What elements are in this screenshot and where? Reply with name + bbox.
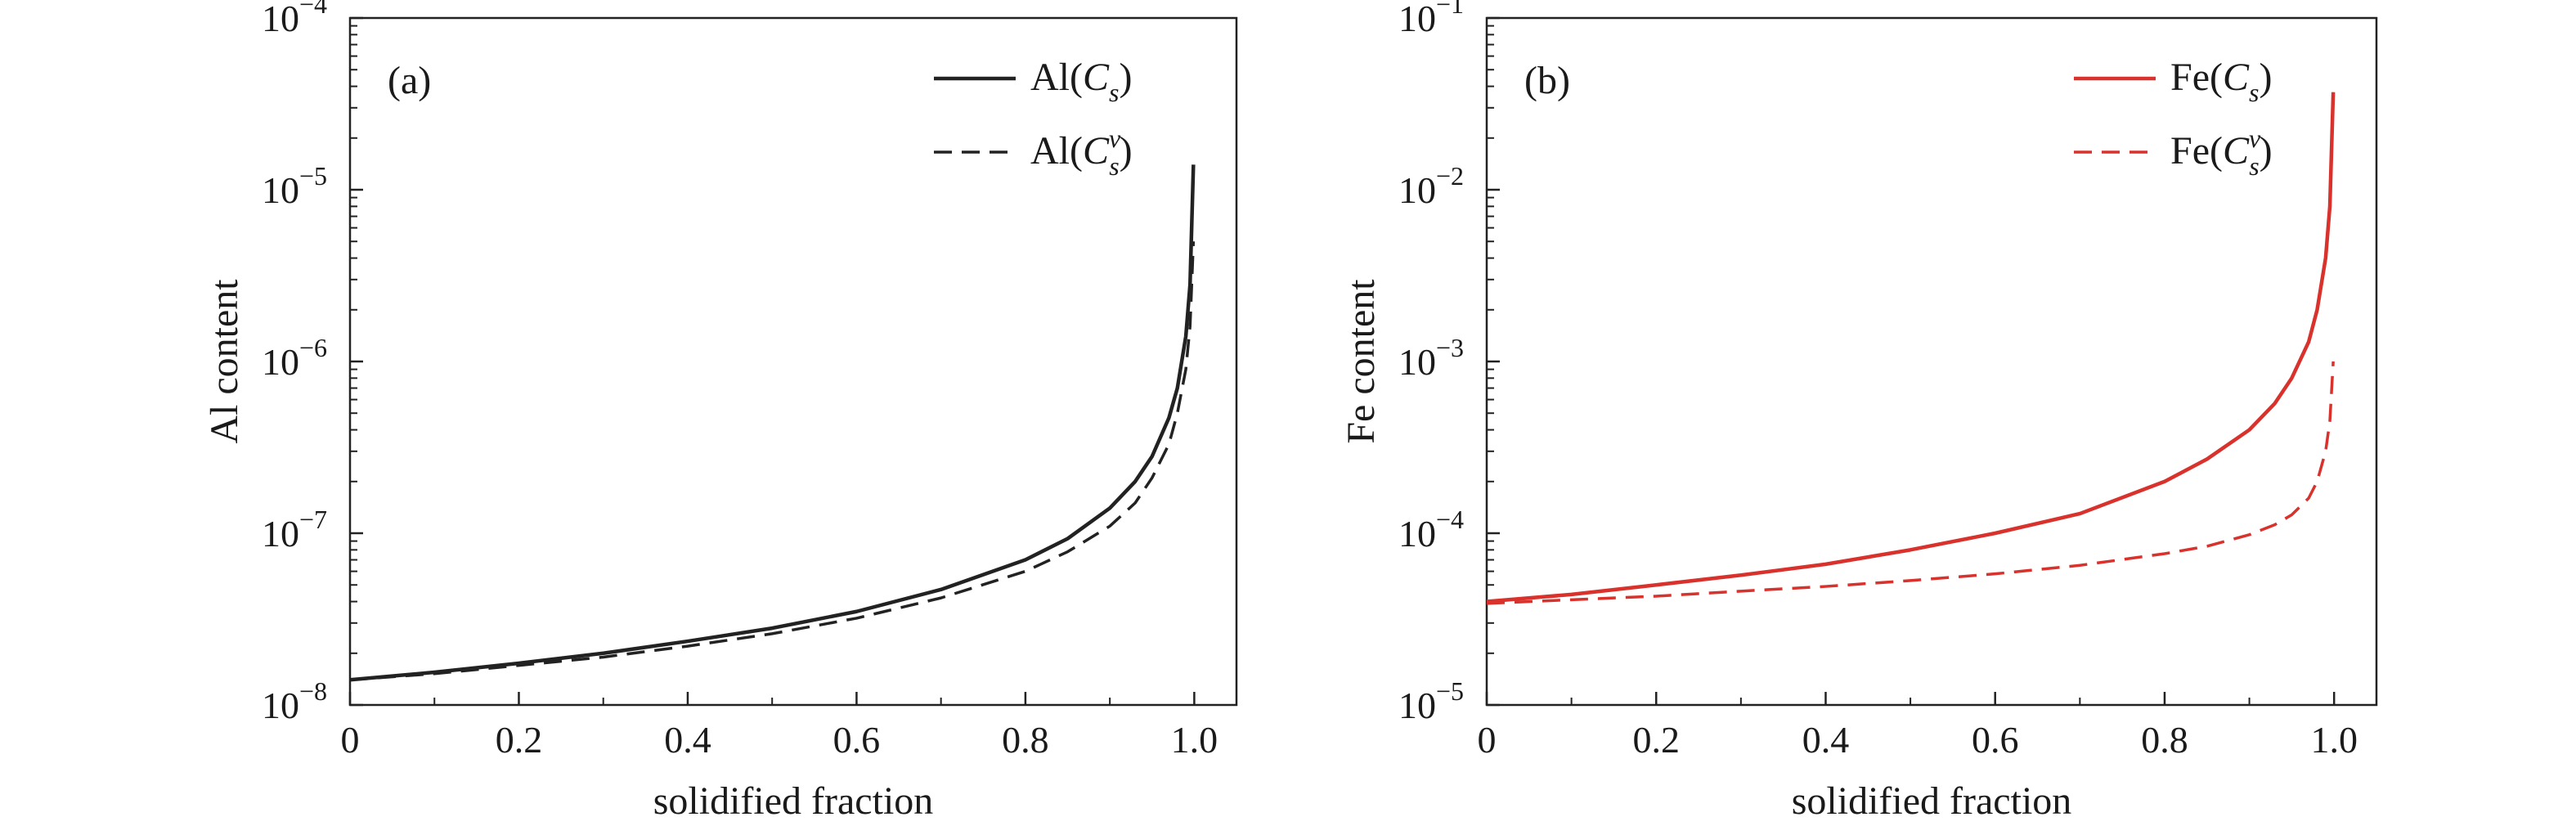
- series-line-dashed: [1487, 361, 2335, 605]
- x-tick-label: 0.4: [664, 719, 711, 761]
- chart-panel-b: 0 0.2 0.4 0.6 0.8 1.010−110−210−310−410−5soli…: [1340, 0, 2378, 823]
- y-tick-label: 10−5: [262, 161, 327, 211]
- plot-frame: [348, 16, 1238, 707]
- y-tick-base: 10: [262, 513, 299, 554]
- legend-subscript: s: [1109, 78, 1119, 107]
- series-line-solid: [350, 164, 1196, 682]
- legend-entry: Fe(Cs): [2170, 56, 2272, 107]
- y-tick-label: 10−1: [1398, 0, 1464, 39]
- y-axis-title: Fe content: [1340, 279, 1383, 444]
- y-tick-label: 10−6: [262, 333, 327, 383]
- y-tick-base: 10: [262, 0, 299, 39]
- legend-entry: Fe(Cv s): [2170, 123, 2273, 181]
- y-tick-base: 10: [1398, 169, 1436, 211]
- legend-variable: C: [2223, 129, 2250, 173]
- y-tick-label: 10−4: [262, 0, 327, 39]
- y-tick-base: 10: [262, 169, 299, 211]
- x-tick-label: 0.2: [496, 719, 543, 761]
- legend-variable: C: [1083, 56, 1110, 99]
- legend-subscript: s: [2249, 151, 2259, 181]
- y-tick-label: 10−3: [1398, 333, 1464, 383]
- legend-entry: Al(Cs): [1030, 56, 1132, 107]
- y-tick-exponent: −4: [299, 0, 327, 19]
- y-tick-label: 10−8: [262, 676, 327, 726]
- x-tick-label: 0.8: [1002, 719, 1049, 761]
- x-tick-label: 0.2: [1632, 719, 1680, 761]
- y-tick-base: 10: [1398, 341, 1436, 383]
- legend-prefix: Fe(: [2170, 129, 2223, 173]
- y-tick-base: 10: [262, 685, 299, 726]
- legend-subscript: s: [1109, 151, 1119, 181]
- y-tick-base: 10: [1398, 0, 1436, 39]
- panel-label: (a): [388, 59, 431, 102]
- y-tick-label: 10−7: [262, 505, 327, 554]
- y-tick-base: 10: [1398, 513, 1436, 554]
- y-tick-label: 10−2: [1398, 161, 1464, 211]
- y-tick-exponent: −3: [1436, 333, 1464, 362]
- legend-variable: C: [2223, 56, 2250, 99]
- y-tick-base: 10: [1398, 685, 1436, 726]
- y-tick-label: 10−4: [1398, 505, 1464, 554]
- legend-superscript: v: [1109, 123, 1121, 153]
- legend-prefix: Al(: [1030, 129, 1083, 173]
- legend-entry: Al(Cv s): [1030, 123, 1133, 181]
- x-tick-label: 0.4: [1802, 719, 1850, 761]
- legend-variable: C: [1083, 129, 1110, 173]
- legend-subscript: s: [2249, 78, 2259, 107]
- x-tick-label: 0: [1478, 719, 1497, 761]
- y-tick-base: 10: [262, 341, 299, 383]
- x-tick-label: 1.0: [1171, 719, 1218, 761]
- y-tick-label: 10−5: [1398, 676, 1464, 726]
- y-tick-exponent: −4: [1436, 505, 1464, 534]
- y-axis-title: Al content: [203, 279, 246, 444]
- series-line-solid: [1487, 92, 2336, 604]
- x-tick-label: 0.8: [2141, 719, 2188, 761]
- x-tick-label: 0.6: [833, 719, 881, 761]
- y-tick-exponent: −5: [1436, 676, 1464, 706]
- legend-suffix: ): [2259, 56, 2272, 99]
- x-axis-title: solidified fraction: [653, 779, 934, 823]
- legend-suffix: ): [1120, 129, 1133, 173]
- y-tick-exponent: −5: [299, 161, 327, 191]
- chart-panel-a: 0 0.2 0.4 0.6 0.8 1.010−410−510−610−710−8soli…: [203, 0, 1238, 823]
- x-tick-label: 0.6: [1972, 719, 2019, 761]
- panel-label: (b): [1524, 59, 1570, 102]
- y-tick-exponent: −8: [299, 676, 327, 706]
- legend-suffix: ): [2260, 129, 2273, 173]
- y-tick-exponent: −1: [1436, 0, 1464, 19]
- x-axis-title: solidified fraction: [1792, 779, 2072, 823]
- y-tick-exponent: −2: [1436, 161, 1464, 191]
- legend-prefix: Al(: [1030, 56, 1083, 99]
- series-line-dashed: [350, 241, 1196, 682]
- y-tick-exponent: −6: [299, 333, 327, 362]
- plot-frame: [1485, 16, 2378, 707]
- x-tick-label: 0: [341, 719, 360, 761]
- legend-prefix: Fe(: [2170, 56, 2223, 99]
- x-tick-label: 1.0: [2310, 719, 2358, 761]
- legend-superscript: v: [2249, 123, 2261, 153]
- y-tick-exponent: −7: [299, 505, 327, 534]
- legend-suffix: ): [1119, 56, 1132, 99]
